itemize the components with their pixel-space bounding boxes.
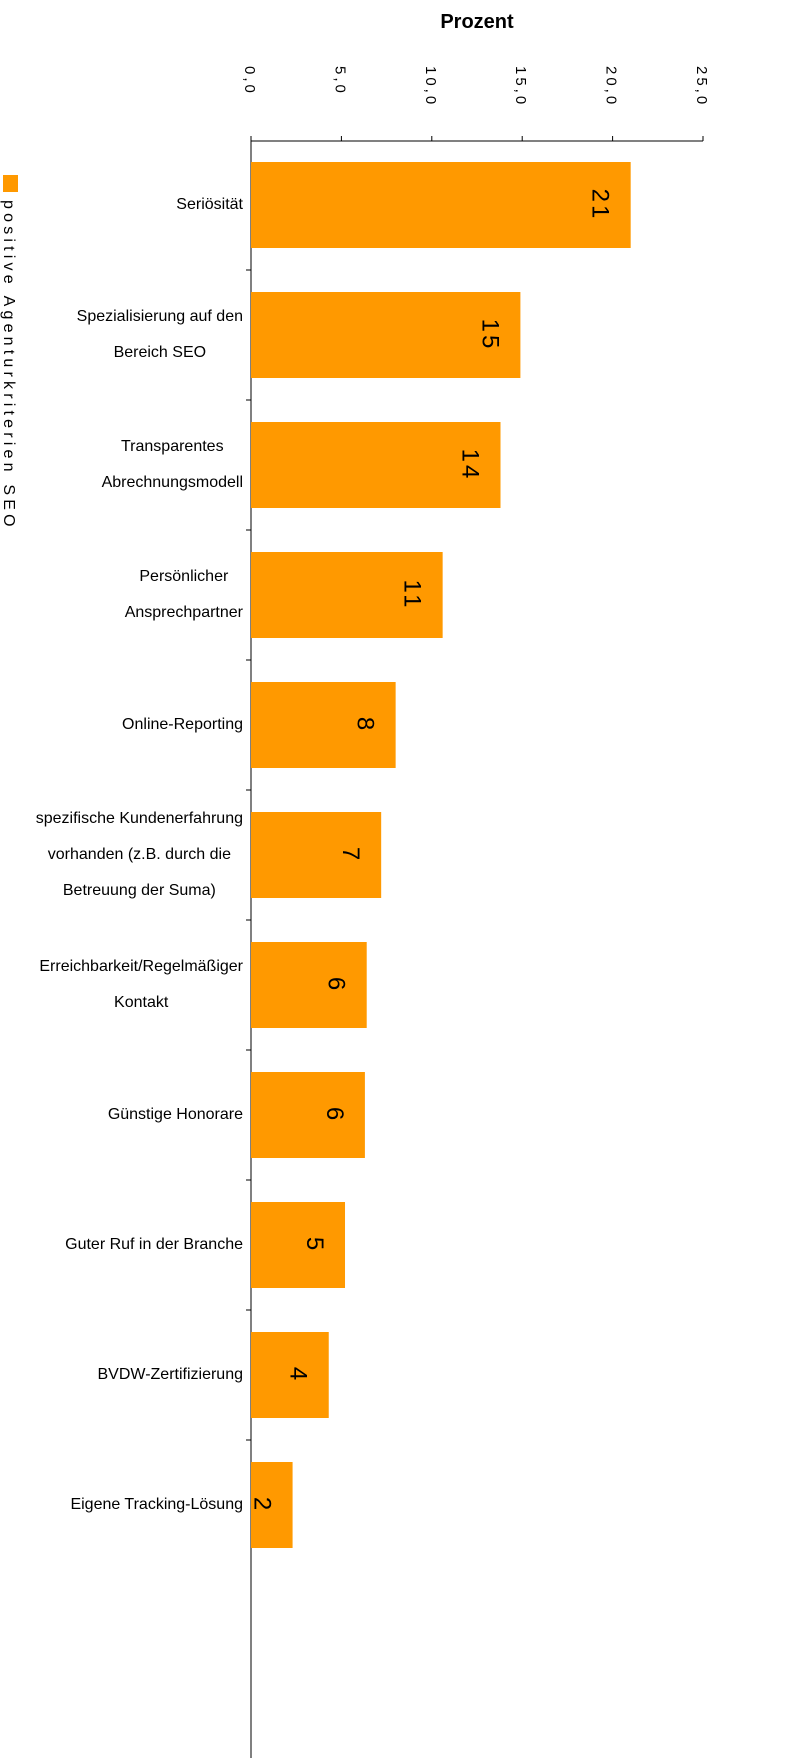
x-tick-label: 10,0 (422, 66, 439, 107)
y-tick-label: BVDW-Zertifizierung (97, 1366, 243, 1383)
data-label: 21 (587, 189, 614, 222)
bar (251, 422, 501, 508)
y-tick-label: Persönlicher Ansprechpartner (125, 568, 244, 621)
bar (251, 1072, 365, 1158)
label-line: Transparentes (121, 438, 224, 455)
data-label: 7 (337, 847, 364, 863)
label-line: Spezialisierung auf den (77, 308, 243, 325)
y-tick-label: Guter Ruf in der Branche (65, 1236, 243, 1253)
label-line: Guter Ruf in der Branche (65, 1236, 243, 1253)
label-line: Erreichbarkeit/Regelmäßiger (39, 958, 243, 975)
bar (251, 162, 631, 248)
label-line: Seriösität (176, 196, 243, 213)
data-label: 11 (399, 580, 426, 611)
data-label: 15 (476, 319, 503, 352)
label-line: Kontakt (114, 994, 169, 1011)
label-line: vorhanden (z.B. durch die (48, 846, 231, 863)
bar (251, 682, 396, 768)
data-label: 6 (323, 977, 350, 993)
bar (251, 812, 382, 898)
bar (251, 292, 521, 378)
y-tick-label: Seriösität (176, 196, 243, 213)
y-tick-label: spezifische Kundenerfahrung vorhanden (z.… (36, 810, 243, 899)
data-label: 14 (457, 449, 484, 482)
label-line: Eigene Tracking-Lösung (70, 1496, 243, 1513)
x-tick-label: 5,0 (331, 66, 348, 96)
y-tick-label: Online-Reporting (122, 716, 243, 733)
label-line: Online-Reporting (122, 716, 243, 733)
x-tick-label: 25,0 (693, 66, 710, 107)
label-line: Bereich SEO (114, 344, 206, 361)
y-tick-label: Günstige Honorare (108, 1106, 243, 1123)
y-tick-label: Eigene Tracking-Lösung (70, 1496, 243, 1513)
x-tick-label: 0,0 (241, 66, 258, 96)
data-label: 5 (301, 1237, 328, 1253)
bar (251, 552, 443, 638)
label-line: spezifische Kundenerfahrung (36, 810, 243, 827)
x-tick-label: 15,0 (512, 66, 529, 107)
label-line: Abrechnungsmodell (102, 474, 243, 491)
data-label: 2 (249, 1497, 276, 1513)
data-label: 8 (352, 717, 379, 733)
label-line: Ansprechpartner (125, 604, 244, 621)
bar (251, 1202, 346, 1288)
legend-swatch (3, 175, 18, 192)
bar (251, 1332, 329, 1418)
label-line: Persönlicher (139, 568, 229, 585)
legend-label: positive Agenturkriterien SEO (0, 200, 17, 531)
y-tick-label: Transparentes Abrechnungsmodell (102, 438, 243, 491)
label-line: Günstige Honorare (108, 1106, 243, 1123)
bar (251, 942, 367, 1028)
label-line: BVDW-Zertifizierung (97, 1366, 243, 1383)
label-line: Betreuung der Suma) (63, 882, 216, 899)
data-label: 6 (321, 1107, 348, 1123)
chart-title: Prozent (440, 11, 514, 33)
y-tick-label: Erreichbarkeit/Regelmäßiger Kontakt (39, 958, 243, 1011)
x-tick-label: 20,0 (603, 66, 620, 107)
data-label: 4 (285, 1367, 312, 1383)
y-tick-label: Spezialisierung auf den Bereich SEO (77, 308, 243, 361)
bar (251, 1462, 293, 1548)
